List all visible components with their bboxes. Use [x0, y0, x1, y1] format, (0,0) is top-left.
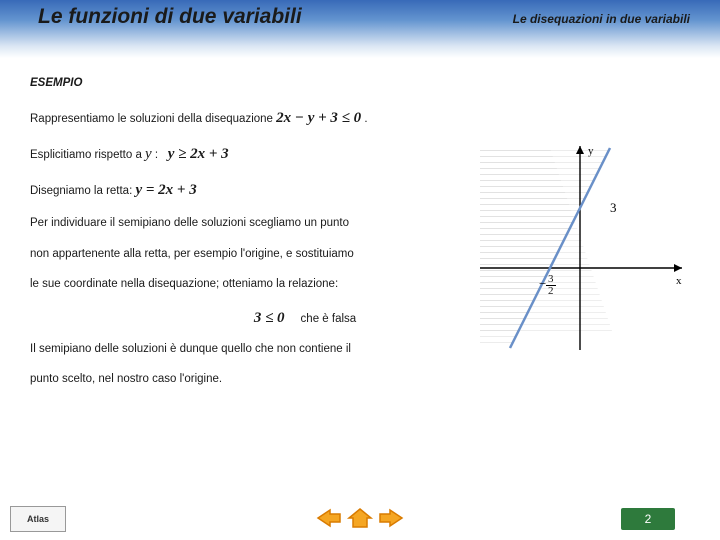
x-axis-arrow	[674, 264, 682, 272]
che-falsa-text: che è falsa	[301, 313, 357, 325]
y-intercept-label: 3	[610, 200, 617, 215]
line2-pre: Esplicitiamo rispetto a	[30, 149, 145, 161]
para-3: le sue coordinate nella disequazione; ot…	[30, 275, 460, 293]
header-bar: Le funzioni di due variabili Le disequaz…	[0, 0, 720, 58]
para-4: Il semipiano delle soluzioni è dunque qu…	[30, 340, 460, 358]
line-equation: y = 2x + 3	[135, 182, 196, 198]
line3-pre: Disegniamo la retta:	[30, 185, 135, 197]
logo: Atlas	[10, 506, 66, 532]
false-relation: 3 ≤ 0 che è falsa	[150, 306, 460, 330]
inequality-1: 2x − y + 3 ≤ 0	[276, 110, 361, 126]
nav-home-button[interactable]	[346, 506, 374, 530]
body-row: Disegniamo la retta: y = 2x + 3 Per indi…	[30, 178, 690, 400]
text-column: Disegniamo la retta: y = 2x + 3 Per indi…	[30, 178, 470, 400]
line2-var: y	[145, 146, 152, 162]
title-sub: Le disequazioni in due variabili	[513, 12, 690, 26]
nav-prev-button[interactable]	[314, 506, 342, 530]
graph-svg: 3 − 3 2 x y	[470, 138, 690, 363]
title-main: Le funzioni di due variabili	[38, 5, 302, 29]
page-number: 2	[621, 508, 675, 530]
line2-post: :	[155, 149, 161, 161]
line1-text: Rappresentiamo le soluzioni della disequ…	[30, 113, 276, 125]
example-label: ESEMPIO	[30, 74, 690, 92]
para-5: punto scelto, nel nostro caso l'origine.	[30, 370, 460, 388]
y-axis-label: y	[588, 145, 594, 157]
line-1: Rappresentiamo le soluzioni della disequ…	[30, 106, 690, 130]
footer: Atlas 2	[0, 490, 720, 540]
x-axis-label: x	[676, 275, 682, 287]
para-1: Per individuare il semipiano delle soluz…	[30, 214, 460, 232]
frac-den: 2	[546, 286, 556, 297]
graph-column: 3 − 3 2 x y	[470, 138, 690, 369]
nav-next-button[interactable]	[378, 506, 406, 530]
inequality-2: y ≥ 2x + 3	[168, 146, 229, 162]
period: .	[364, 113, 367, 125]
nav-buttons	[314, 506, 406, 530]
x-intercept-fraction: 3 2	[546, 274, 566, 304]
content-area: ESEMPIO Rappresentiamo le soluzioni dell…	[0, 58, 720, 400]
line-3: Disegniamo la retta: y = 2x + 3	[30, 178, 460, 202]
para-2: non appartenente alla retta, per esempio…	[30, 245, 460, 263]
inequality-3: 3 ≤ 0	[254, 310, 285, 326]
